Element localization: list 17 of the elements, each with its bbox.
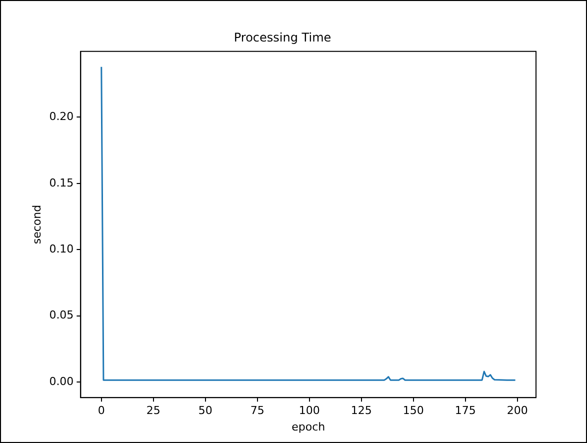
y-tick-label: 0.00 [49,374,74,388]
y-tick-label: 0.20 [49,110,74,124]
x-tick-label: 25 [146,404,160,418]
x-axis-title: epoch [292,420,326,434]
y-tick-label: 0.05 [49,308,74,322]
x-tick-label: 0 [98,404,105,418]
x-tick-label: 125 [350,404,372,418]
x-tick-label: 75 [250,404,264,418]
x-tick-label: 100 [298,404,320,418]
y-tick-label: 0.15 [49,176,74,190]
x-tick-label: 50 [198,404,212,418]
x-tick-label: 175 [454,404,476,418]
chart-title: Processing Time [234,30,332,44]
y-axis-title: second [30,204,44,244]
x-tick-label: 200 [506,404,528,418]
y-tick-label: 0.10 [49,242,74,256]
x-tick-label: 150 [402,404,424,418]
